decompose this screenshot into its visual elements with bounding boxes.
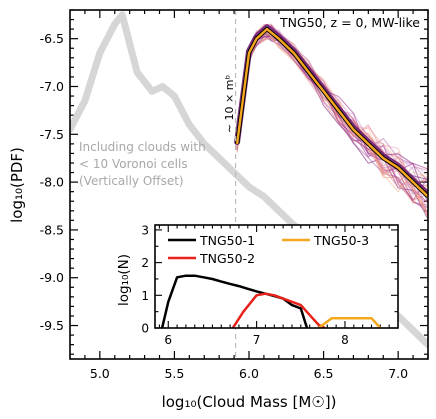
median-line	[235, 27, 428, 198]
inset-legend: TNG50-1 TNG50-3 TNG50-2	[168, 233, 369, 266]
galaxy-line	[236, 37, 428, 217]
y-tick-label: -8.0	[40, 175, 64, 190]
inset-x-tick-label: 6	[164, 333, 172, 347]
y-tick-label: -9.0	[40, 270, 64, 285]
main-axes-frame	[69, 9, 429, 360]
inset-axes-frame	[154, 224, 399, 329]
inset-y-tick-label: 2	[141, 256, 149, 270]
legend-label-tng50-1: TNG50-1	[199, 233, 255, 248]
galaxy-line	[236, 35, 428, 220]
x-tick-label: 7.0	[388, 366, 408, 381]
gray-label-3: (Vertically Offset)	[79, 174, 184, 188]
y-tick-label: -8.5	[40, 222, 64, 237]
vline-label: ∼ 10 × mᵇ	[223, 75, 236, 134]
gray-label-1: Including clouds with	[79, 140, 206, 154]
main-series	[70, 11, 428, 349]
main-plot: 5.0 5.5 6.0 6.5 7.0 -6.5 -7.0 -7.5 -8.0 -8.5 -9.0 -…	[8, 9, 429, 411]
y-tick-label: -6.5	[40, 31, 64, 46]
galaxy-line	[236, 32, 428, 210]
inset-y-axis-label: log₁₀(N)	[116, 254, 132, 306]
inset-y-tick-label: 3	[141, 223, 149, 237]
inset-series	[160, 274, 382, 328]
x-tick-label: 5.0	[90, 366, 110, 381]
y-tick-label: -7.5	[40, 127, 64, 142]
median-outline	[235, 27, 428, 199]
inset-y-tick-label: 0	[141, 322, 149, 336]
inset-plot: 6 7 8 0 1 2 3 log₁₀(N) TNG50-1 TNG50-3 TNG50-2	[116, 223, 399, 347]
y-tick-label: -9.5	[40, 318, 64, 333]
main-annotation: TNG50, z = 0, MW-like	[279, 15, 420, 30]
x-tick-label: 5.5	[164, 366, 184, 381]
inset-line-tng50-2	[231, 292, 326, 328]
inset-line-tng50-3	[317, 316, 382, 328]
main-x-axis-label: log₁₀(Cloud Mass [M☉])	[162, 393, 337, 411]
y-tick-label: -7.0	[40, 79, 64, 94]
legend-label-tng50-2: TNG50-2	[199, 251, 255, 266]
x-tick-label: 6.0	[239, 366, 259, 381]
x-tick-label: 6.5	[314, 366, 334, 381]
galaxy-line	[236, 25, 428, 201]
legend-label-tng50-3: TNG50-3	[313, 233, 369, 248]
main-ticks: 5.0 5.5 6.0 6.5 7.0 -6.5 -7.0 -7.5 -8.0 -8.5 -9.0 -…	[40, 9, 429, 381]
inset-x-tick-label: 8	[341, 333, 349, 347]
gray-label-2: < 10 Voronoi cells	[79, 157, 188, 171]
galaxy-line	[236, 30, 428, 213]
inset-x-tick-label: 7	[253, 333, 261, 347]
inset-y-tick-label: 1	[141, 289, 149, 303]
main-y-axis-label: log₁₀(PDF)	[8, 147, 26, 223]
